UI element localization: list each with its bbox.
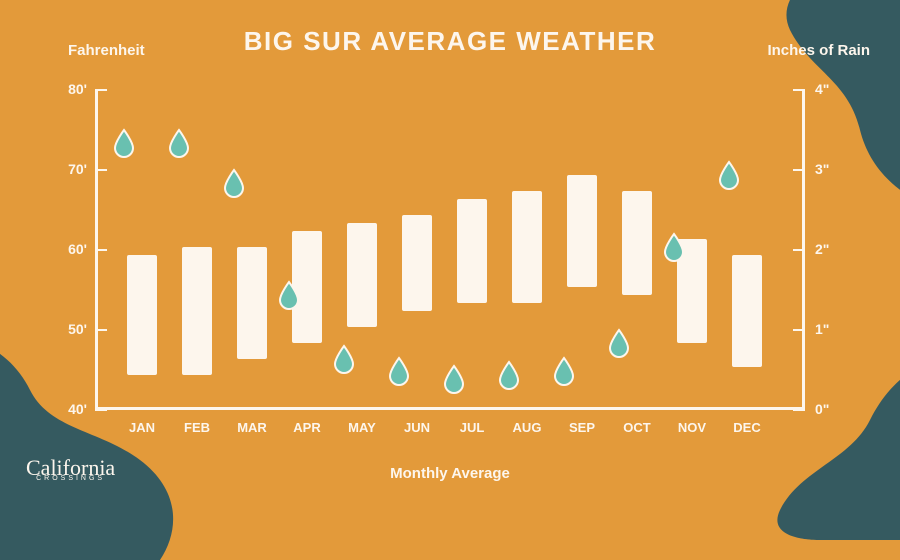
logo-subtext: CROSSINGS: [26, 476, 115, 482]
left-tick: [95, 329, 107, 331]
left-tick-label: 60': [47, 241, 87, 257]
left-tick-label: 80': [47, 81, 87, 97]
month-label: AUG: [502, 420, 552, 435]
month-label: JAN: [117, 420, 167, 435]
left-tick: [95, 89, 107, 91]
left-tick: [95, 169, 107, 171]
raindrop-icon: [221, 168, 247, 198]
raindrop-icon: [166, 128, 192, 158]
right-tick-label: 0": [815, 401, 855, 417]
month-label: JUN: [392, 420, 442, 435]
month-label: SEP: [557, 420, 607, 435]
month-label: JUL: [447, 420, 497, 435]
left-tick-label: 40': [47, 401, 87, 417]
left-axis-label: Fahrenheit: [68, 42, 145, 59]
month-label: DEC: [722, 420, 772, 435]
temp-bar: [127, 255, 157, 375]
month-label: MAY: [337, 420, 387, 435]
chart-title: BIG SUR AVERAGE WEATHER: [244, 26, 656, 57]
logo: California CROSSINGS: [26, 458, 115, 482]
temp-bar: [622, 191, 652, 295]
temp-bar: [182, 247, 212, 375]
month-label: MAR: [227, 420, 277, 435]
raindrop-icon: [551, 356, 577, 386]
plot-area: 40'50'60'70'80'0"1"2"3"4"JANFEBMARAPRMAY…: [95, 90, 805, 410]
raindrop-icon: [441, 364, 467, 394]
right-tick: [793, 89, 805, 91]
temp-bar: [237, 247, 267, 359]
right-tick: [793, 169, 805, 171]
x-axis-label: Monthly Average: [390, 465, 510, 482]
temp-bar: [402, 215, 432, 311]
right-tick: [793, 329, 805, 331]
left-tick-label: 70': [47, 161, 87, 177]
bottom-axis-line: [95, 407, 805, 410]
left-tick: [95, 409, 107, 411]
month-label: OCT: [612, 420, 662, 435]
raindrop-icon: [496, 360, 522, 390]
temp-bar: [732, 255, 762, 367]
right-tick: [793, 409, 805, 411]
temp-bar: [512, 191, 542, 303]
left-tick: [95, 249, 107, 251]
raindrop-icon: [111, 128, 137, 158]
raindrop-icon: [386, 356, 412, 386]
month-label: NOV: [667, 420, 717, 435]
right-tick-label: 3": [815, 161, 855, 177]
right-tick: [793, 249, 805, 251]
temp-bar: [347, 223, 377, 327]
month-label: FEB: [172, 420, 222, 435]
month-label: APR: [282, 420, 332, 435]
right-axis-label: Inches of Rain: [767, 42, 870, 59]
temp-bar: [457, 199, 487, 303]
left-tick-label: 50': [47, 321, 87, 337]
temp-bar: [567, 175, 597, 287]
raindrop-icon: [716, 160, 742, 190]
raindrop-icon: [276, 280, 302, 310]
raindrop-icon: [606, 328, 632, 358]
raindrop-icon: [661, 232, 687, 262]
raindrop-icon: [331, 344, 357, 374]
right-tick-label: 1": [815, 321, 855, 337]
right-tick-label: 4": [815, 81, 855, 97]
right-tick-label: 2": [815, 241, 855, 257]
